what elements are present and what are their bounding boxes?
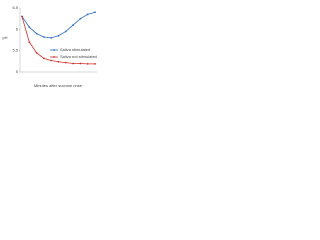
point: [94, 62, 96, 65]
point: [50, 59, 53, 62]
point: [57, 34, 60, 37]
y-tick-label: 5.5: [12, 48, 18, 53]
point: [43, 36, 45, 38]
point: [94, 11, 96, 14]
point: [21, 15, 23, 18]
y-tick-label: 5: [16, 69, 19, 74]
point: [50, 36, 53, 39]
point: [86, 62, 89, 65]
point: [43, 57, 45, 60]
point: [72, 24, 74, 26]
x-axis-label: Minutes after sucrose rinse: [34, 83, 83, 88]
point: [79, 62, 82, 65]
y-axis-label: pH: [2, 35, 7, 40]
point: [86, 13, 89, 16]
series-line: [21, 11, 96, 39]
chart: pH Minutes after sucrose rinse 5 5.5 6 6.5 S…: [2, 5, 97, 88]
point: [28, 41, 31, 44]
legend-marker: [53, 49, 55, 51]
y-tick-label: 6.5: [12, 5, 18, 10]
point: [28, 26, 31, 29]
point: [35, 51, 38, 54]
point: [64, 61, 67, 64]
page: {"chart_data":{"type":"line","y_label":"…: [0, 0, 320, 95]
legend-marker: [53, 56, 55, 58]
point: [72, 62, 74, 65]
point: [79, 17, 82, 20]
legend-label: Saliva stimulated: [60, 47, 90, 52]
point: [64, 30, 67, 33]
y-tick-label: 6: [16, 26, 19, 31]
point: [35, 32, 38, 35]
point: [57, 60, 60, 63]
legend-label: Saliva not stimulated: [60, 54, 97, 59]
